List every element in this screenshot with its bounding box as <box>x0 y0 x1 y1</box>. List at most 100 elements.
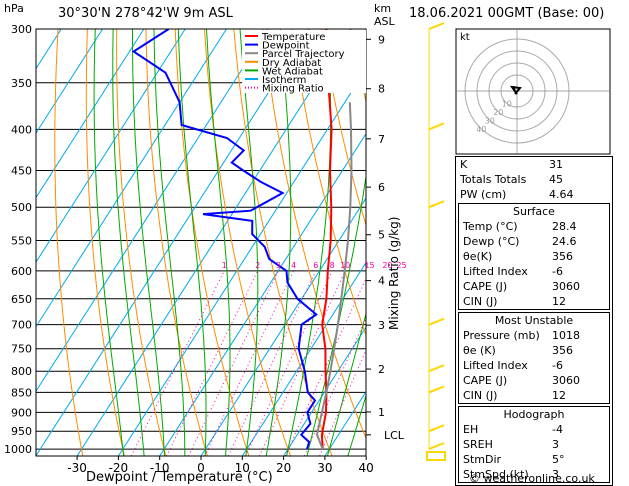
km-tick-label: 6 <box>378 181 385 194</box>
x-tick-label: 10 <box>235 461 250 475</box>
surface-rows: Temp (°C) 28.4 Dewp (°C) 24.6 θe(K) 356 Lifted… <box>459 219 609 309</box>
wet-adiabat-line <box>153 29 186 456</box>
table-row: θe (K) 356 <box>459 343 609 358</box>
table-row: Lifted Index -6 <box>459 264 609 279</box>
hodograph-ring-label: 30 <box>485 116 495 125</box>
row-key: CIN (J) <box>463 295 498 308</box>
row-value: 31 <box>549 158 563 171</box>
table-row: Temp (°C) 28.4 <box>459 219 609 234</box>
isotherm-line <box>36 29 104 134</box>
table-row: CAPE (J) 3060 <box>459 373 609 388</box>
hodograph-ring-label: 20 <box>493 108 503 117</box>
hpa-label: hPa <box>4 2 24 15</box>
pressure-tick-label: 350 <box>11 77 32 90</box>
row-value: 45 <box>549 173 563 186</box>
dry-adiabat-line <box>54 29 84 456</box>
mixing-ratio-line <box>130 270 225 456</box>
row-value: 3 <box>552 438 559 451</box>
row-value: -6 <box>552 265 563 278</box>
pressure-tick-label: 800 <box>11 365 32 378</box>
indices-panel: K 31 Totals Totals 45 PW (cm) 4.64 Surface Te… <box>455 156 613 486</box>
legend-label: Isotherm <box>262 75 306 86</box>
isotherm-line <box>117 68 366 456</box>
mixing-ratio-label: 3 <box>276 261 281 270</box>
x-tick-label: -30 <box>67 461 87 475</box>
km-tick-label: LCL <box>384 429 405 442</box>
km-tick-label: 7 <box>378 133 385 146</box>
pressure-tick-label: 950 <box>11 425 32 438</box>
x-tick-label: 40 <box>359 461 374 475</box>
row-key: Dewp (°C) <box>463 235 520 248</box>
row-value: 28.4 <box>552 220 577 233</box>
asl-label: ASL <box>374 15 395 28</box>
row-key: θe (K) <box>463 344 496 357</box>
wind-barbs <box>426 22 446 461</box>
mixing-ratio-label: 8 <box>330 261 335 270</box>
series-temperature <box>320 29 333 450</box>
mixing-ratio-label: 20 <box>382 261 392 270</box>
x-tick-label: 0 <box>197 461 205 475</box>
legend-label: Parcel Trajectory <box>262 49 345 60</box>
pressure-tick-label: 300 <box>11 23 32 36</box>
pressure-tick-label: 500 <box>11 201 32 214</box>
pressure-tick-label: 900 <box>11 406 32 419</box>
x-tick-label: -10 <box>150 461 170 475</box>
pressure-tick-label: 700 <box>11 319 32 332</box>
mixing-ratio-label: 4 <box>291 261 296 270</box>
legend-label: Temperature <box>261 32 325 43</box>
row-key: Temp (°C) <box>463 220 518 233</box>
table-row: PW (cm) 4.64 <box>456 187 612 202</box>
pressure-tick-label: 550 <box>11 234 32 247</box>
isotherm-line <box>200 197 366 456</box>
wet-adiabat-line <box>206 29 231 456</box>
x-axis-label: Dewpoint / Temperature (°C) <box>86 470 273 485</box>
x-tick-label: 20 <box>276 461 291 475</box>
dry-adiabat-line <box>614 29 629 456</box>
table-row: Lifted Index -6 <box>459 358 609 373</box>
dry-adiabat-line <box>145 29 208 456</box>
isotherm-line <box>36 29 227 328</box>
isotherm-line <box>283 326 366 456</box>
wind-barb <box>428 385 445 394</box>
hodograph-rows: EH -4 SREH 3 StmDir 5° StmSpd (kt) 3 <box>459 422 609 482</box>
table-row: SREH 3 <box>459 437 609 452</box>
pressure-tick-label: 400 <box>11 123 32 136</box>
km-tick-label: 2 <box>378 363 385 376</box>
row-key: Pressure (mb) <box>463 329 540 342</box>
pressure-tick-label: 1000 <box>4 443 32 456</box>
hodograph-title: Hodograph <box>503 408 565 421</box>
row-value: 24.6 <box>552 235 577 248</box>
mixing-ratio-label: 25 <box>396 261 406 270</box>
table-row: CAPE (J) 3060 <box>459 279 609 294</box>
footer-credit: © weatheronline.co.uk <box>469 472 595 485</box>
pressure-tick-label: 600 <box>11 265 32 278</box>
row-value: -4 <box>552 423 563 436</box>
row-value: 4.64 <box>549 188 574 201</box>
wet-adiabat-line <box>132 29 165 456</box>
hodograph-box: Hodograph EH -4 SREH 3 StmDir 5° StmSpd (kt) 3 <box>458 406 610 483</box>
row-key: CIN (J) <box>463 389 498 402</box>
hodograph-ring-label: 40 <box>476 125 486 134</box>
legend-label: Mixing Ratio <box>262 84 324 95</box>
mixing-ratio-axis-label: Mixing Ratio (g/kg) <box>387 217 401 330</box>
row-key: Lifted Index <box>463 359 528 372</box>
dry-adiabat-line <box>85 29 125 456</box>
mixing-ratio-line <box>259 270 346 456</box>
series-parcel-trajectory <box>315 102 353 450</box>
table-row: Dewp (°C) 24.6 <box>459 234 609 249</box>
row-key: PW (cm) <box>460 188 507 201</box>
km-tick-label: 5 <box>378 229 385 242</box>
legend-label: Dry Adiabat <box>262 58 321 69</box>
axis-labels: 3003504004505005506006507007508008509009… <box>4 23 407 475</box>
most-unstable-box: Most Unstable Pressure (mb) 1018 θe (K) 356… <box>458 312 610 404</box>
mixing-ratio-label: 10 <box>340 261 350 270</box>
row-value: 356 <box>552 250 573 263</box>
mixing-ratio-label: 15 <box>364 261 374 270</box>
mixing-ratio-label: 6 <box>313 261 318 270</box>
row-key: EH <box>463 423 479 436</box>
pressure-tick-label: 850 <box>11 386 32 399</box>
legend-label: Wet Adiabat <box>262 66 323 77</box>
datetime-title: 18.06.2021 00GMT (Base: 00) <box>409 6 605 21</box>
table-row: StmDir 5° <box>459 452 609 467</box>
row-value: 1018 <box>552 329 580 342</box>
